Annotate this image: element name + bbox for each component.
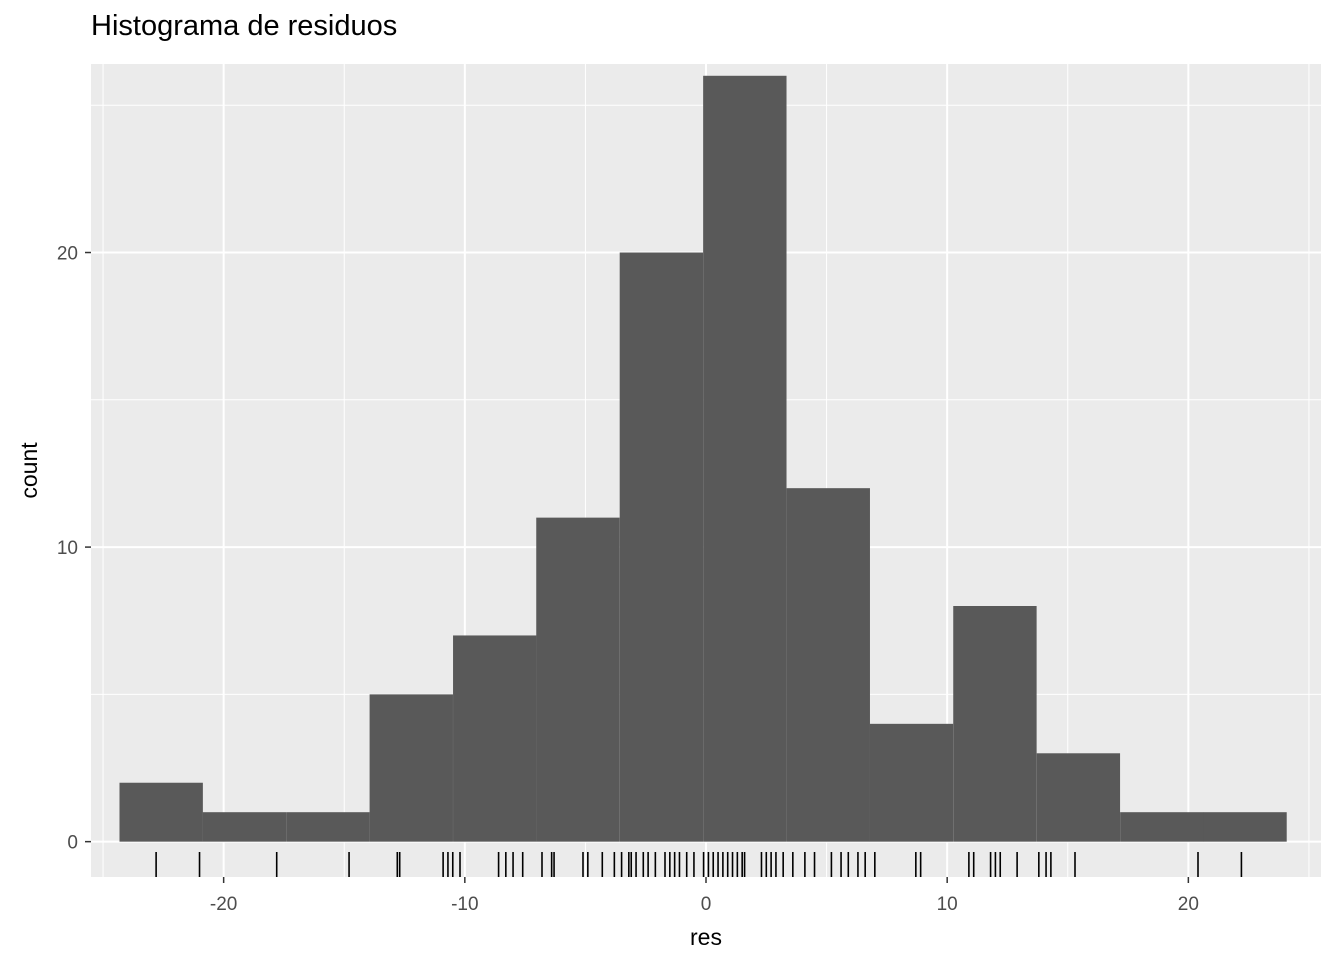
histogram-bar [536,517,620,842]
chart-title: Histograma de residuos [91,10,398,42]
histogram-bar [202,812,287,842]
x-tick-label: 20 [1178,894,1199,915]
histogram-bar [119,782,203,842]
histogram-bar [286,812,370,842]
x-axis-title: res [690,924,722,950]
y-axis-title: count [16,442,42,499]
histogram-bar [703,75,787,842]
x-tick-label: -10 [451,894,478,915]
x-tick-label: 10 [937,894,958,915]
x-tick-label: 0 [701,894,712,915]
histogram-bar [619,252,704,842]
histogram-bar [1036,753,1121,842]
histogram-bar [453,635,537,842]
histogram-bar [369,694,453,842]
rug-marks [155,852,1243,877]
histogram-bars [119,75,1287,842]
histogram-bar [953,606,1037,842]
y-axis-tick-labels: 0 10 20 [57,244,78,854]
x-axis-tick-labels: -20 -10 0 10 20 [210,894,1199,915]
y-tick-label: 20 [57,244,78,265]
y-tick-label: 10 [57,538,78,559]
histogram-bar [1120,812,1204,842]
axis-ticks [85,251,1190,883]
histogram-bar [1203,812,1287,842]
histogram-bar [869,723,954,842]
x-tick-label: -20 [210,894,237,915]
y-tick-label: 0 [67,833,78,854]
histogram-bar [786,488,870,842]
